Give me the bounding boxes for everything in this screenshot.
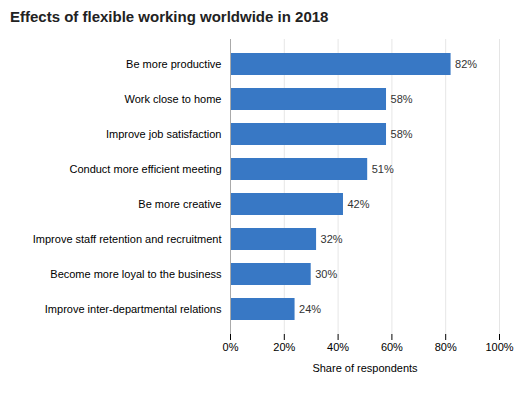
svg-text:42%: 42%: [347, 198, 369, 210]
svg-text:Improve inter-departmental rel: Improve inter-departmental relations: [45, 303, 222, 315]
svg-text:Become more loyal to the busin: Become more loyal to the business: [50, 268, 222, 280]
svg-text:Be more productive: Be more productive: [126, 58, 221, 70]
svg-text:51%: 51%: [372, 163, 394, 175]
svg-text:Improve job satisfaction: Improve job satisfaction: [106, 128, 222, 140]
svg-text:30%: 30%: [315, 268, 337, 280]
svg-text:80%: 80%: [435, 341, 457, 353]
svg-text:40%: 40%: [327, 341, 349, 353]
svg-text:0%: 0%: [223, 341, 239, 353]
html-text:Effects of flexible working wo: Effects of flexible working worldwide in…: [10, 8, 329, 25]
svg-text:Conduct more efficient meeting: Conduct more efficient meeting: [69, 163, 221, 175]
svg-text:Share of respondents: Share of respondents: [312, 362, 418, 374]
svg-text:Improve staff retention and re: Improve staff retention and recruitment: [33, 233, 222, 245]
svg-text:Be more creative: Be more creative: [138, 198, 221, 210]
svg-text:Work close to home: Work close to home: [124, 93, 221, 105]
svg-text:32%: 32%: [321, 233, 343, 245]
svg-text:82%: 82%: [455, 58, 477, 70]
svg-text:20%: 20%: [273, 341, 295, 353]
svg-text:58%: 58%: [391, 128, 413, 140]
svg-text:60%: 60%: [381, 341, 403, 353]
svg-text:24%: 24%: [299, 303, 321, 315]
svg-text:58%: 58%: [391, 93, 413, 105]
svg-text:100%: 100%: [485, 341, 513, 353]
